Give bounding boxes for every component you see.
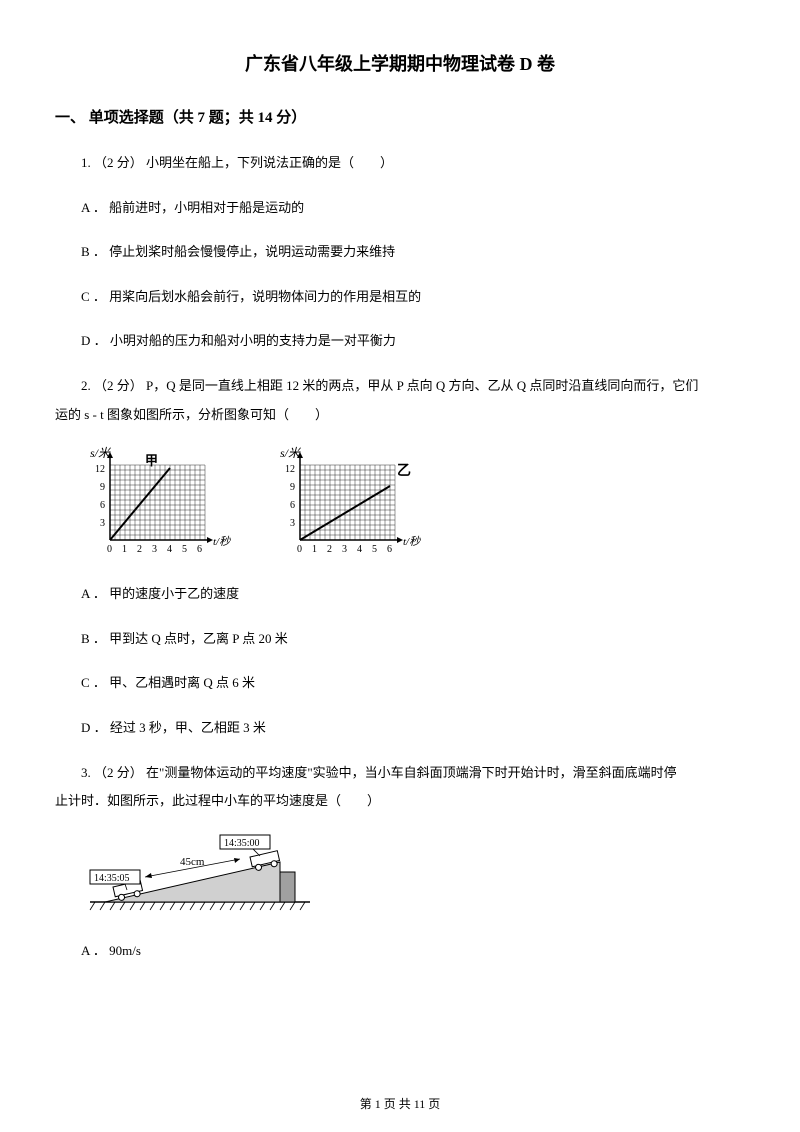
q2-option-b: B ． 甲到达 Q 点时，乙离 P 点 20 米 bbox=[55, 625, 745, 654]
chart2-xtick-3: 3 bbox=[342, 544, 347, 555]
question-1: 1. （2 分） 小明坐在船上，下列说法正确的是（ ） bbox=[55, 149, 745, 178]
q1-option-a: A ． 船前进时，小明相对于船是运动的 bbox=[55, 194, 745, 223]
option-text: 船前进时，小明相对于船是运动的 bbox=[109, 200, 304, 215]
q2-option-c: C ． 甲、乙相遇时离 Q 点 6 米 bbox=[55, 669, 745, 698]
chart1-xtick-0: 0 bbox=[107, 544, 112, 555]
chart1-xtick-6: 6 bbox=[197, 544, 202, 555]
q2-option-a: A ． 甲的速度小于乙的速度 bbox=[55, 580, 745, 609]
chart2-ytick-3: 3 bbox=[290, 518, 295, 529]
q1-option-b: B ． 停止划桨时船会慢慢停止，说明运动需要力来维持 bbox=[55, 238, 745, 267]
chart2-line-label: 乙 bbox=[397, 463, 411, 479]
option-text: 90m/s bbox=[109, 943, 141, 958]
question-text-2: 止计时．如图所示，此过程中小车的平均速度是（ ） bbox=[55, 787, 745, 816]
option-text: 甲到达 Q 点时，乙离 P 点 20 米 bbox=[109, 631, 288, 646]
option-label: B ． bbox=[81, 631, 106, 646]
q3-option-a: A ． 90m/s bbox=[55, 937, 745, 966]
option-label: D ． bbox=[81, 333, 107, 348]
chart2-ytick-12: 12 bbox=[285, 464, 295, 475]
q2-option-d: D ． 经过 3 秒，甲、乙相距 3 米 bbox=[55, 714, 745, 743]
chart2-xtick-0: 0 bbox=[297, 544, 302, 555]
chart1-xtick-5: 5 bbox=[182, 544, 187, 555]
chart2-xtick-5: 5 bbox=[372, 544, 377, 555]
ramp-distance-label: 45cm bbox=[180, 856, 205, 868]
question-text-1: P，Q 是同一直线上相距 12 米的两点，甲从 P 点向 Q 方向、乙从 Q 点… bbox=[146, 378, 698, 393]
option-text: 甲的速度小于乙的速度 bbox=[109, 586, 239, 601]
option-label: A ． bbox=[81, 586, 106, 601]
option-text: 停止划桨时船会慢慢停止，说明运动需要力来维持 bbox=[109, 244, 395, 259]
page-title: 广东省八年级上学期期中物理试卷 D 卷 bbox=[55, 50, 745, 76]
question-2: 2. （2 分） P，Q 是同一直线上相距 12 米的两点，甲从 P 点向 Q … bbox=[55, 372, 745, 429]
option-text: 小明对船的压力和船对小明的支持力是一对平衡力 bbox=[110, 333, 396, 348]
q1-option-d: D ． 小明对船的压力和船对小明的支持力是一对平衡力 bbox=[55, 327, 745, 356]
chart2-xtick-6: 6 bbox=[387, 544, 392, 555]
chart1-xtick-2: 2 bbox=[137, 544, 142, 555]
question-number: 1. bbox=[81, 155, 91, 170]
chart2-ytick-9: 9 bbox=[290, 482, 295, 493]
chart1-ytick-12: 12 bbox=[95, 464, 105, 475]
option-label: D ． bbox=[81, 720, 107, 735]
chart1-ytick-9: 9 bbox=[100, 482, 105, 493]
chart1-xtick-3: 3 bbox=[152, 544, 157, 555]
chart2-xlabel: t/秒 bbox=[403, 535, 421, 548]
chart2-xtick-2: 2 bbox=[327, 544, 332, 555]
section-number: 一、 bbox=[55, 110, 85, 126]
chart-2: s/米 12 9 6 3 0 1 2 3 4 5 bbox=[275, 445, 430, 560]
chart-1: s/米 12 9 6 3 0 1 2 3 4 5 bbox=[85, 445, 235, 560]
q1-option-c: C ． 用桨向后划水船会前行，说明物体间力的作用是相互的 bbox=[55, 283, 745, 312]
chart1-ytick-6: 6 bbox=[100, 500, 105, 511]
chart2-ytick-6: 6 bbox=[290, 500, 295, 511]
option-label: C ． bbox=[81, 289, 106, 304]
charts-container: s/米 12 9 6 3 0 1 2 3 4 5 bbox=[85, 445, 745, 560]
question-number: 3. bbox=[81, 765, 91, 780]
question-points: （2 分） bbox=[94, 765, 143, 780]
option-label: C ． bbox=[81, 675, 106, 690]
option-label: A ． bbox=[81, 943, 106, 958]
section-label: 单项选择题（共 7 题；共 14 分） bbox=[89, 110, 307, 126]
question-points: （2 分） bbox=[94, 155, 143, 170]
chart1-xlabel: t/秒 bbox=[213, 535, 231, 548]
chart1-xtick-1: 1 bbox=[122, 544, 127, 555]
question-3: 3. （2 分） 在"测量物体运动的平均速度"实验中，当小车自斜面顶端滑下时开始… bbox=[55, 759, 745, 816]
option-text: 用桨向后划水船会前行，说明物体间力的作用是相互的 bbox=[109, 289, 421, 304]
section-header: 一、 单项选择题（共 7 题；共 14 分） bbox=[55, 106, 745, 127]
ramp-time-left: 14:35:05 bbox=[94, 873, 130, 884]
option-text: 经过 3 秒，甲、乙相距 3 米 bbox=[110, 720, 266, 735]
chart2-xtick-4: 4 bbox=[357, 544, 362, 555]
question-points: （2 分） bbox=[94, 378, 143, 393]
ramp-time-right: 14:35:00 bbox=[224, 838, 260, 849]
page-footer: 第 1 页 共 11 页 bbox=[0, 1095, 800, 1112]
ramp-diagram: 45cm 14:35:05 14:35:00 bbox=[85, 832, 745, 917]
chart1-line-label: 甲 bbox=[145, 453, 158, 468]
chart2-xtick-1: 1 bbox=[312, 544, 317, 555]
option-label: A ． bbox=[81, 200, 106, 215]
question-text: 小明坐在船上，下列说法正确的是（ ） bbox=[146, 155, 393, 170]
question-text-2: 运的 s - t 图象如图所示，分析图象可知（ ） bbox=[55, 401, 745, 430]
question-text-1: 在"测量物体运动的平均速度"实验中，当小车自斜面顶端滑下时开始计时，滑至斜面底端… bbox=[146, 765, 677, 780]
question-number: 2. bbox=[81, 378, 91, 393]
chart1-xtick-4: 4 bbox=[167, 544, 172, 555]
option-label: B ． bbox=[81, 244, 106, 259]
option-text: 甲、乙相遇时离 Q 点 6 米 bbox=[109, 675, 255, 690]
chart1-ytick-3: 3 bbox=[100, 518, 105, 529]
